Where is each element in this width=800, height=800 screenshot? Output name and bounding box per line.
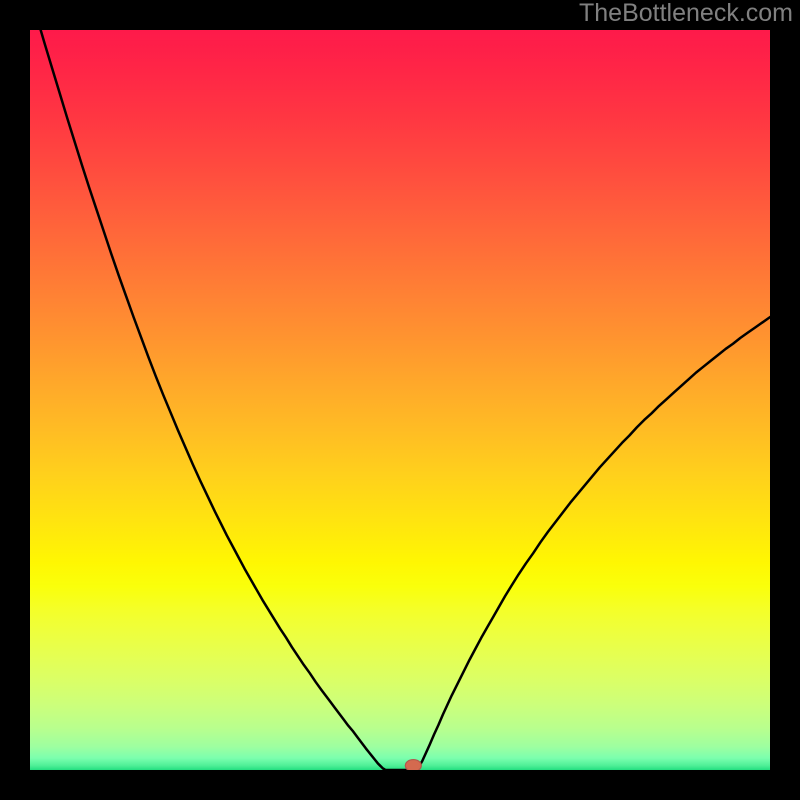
watermark-text: TheBottleneck.com [579,0,793,28]
plot-svg [30,30,770,770]
gradient-background [30,30,770,770]
optimum-marker [405,760,421,770]
plot-area [30,30,770,770]
